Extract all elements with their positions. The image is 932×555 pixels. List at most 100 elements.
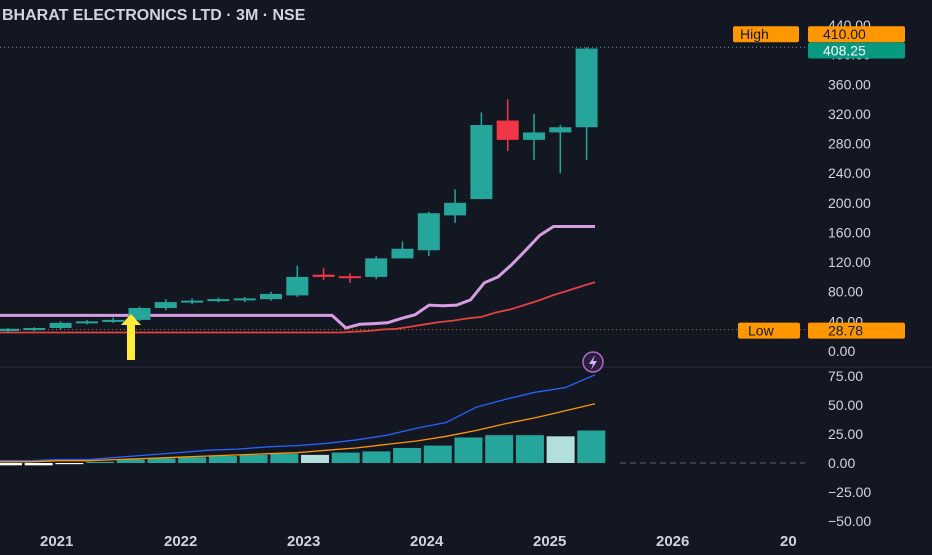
svg-text:410.00: 410.00 — [823, 26, 866, 42]
oscillator-axis-tick-label: −25.00 — [828, 484, 871, 500]
candle[interactable] — [391, 241, 414, 259]
histogram-bar[interactable] — [331, 452, 360, 463]
candle[interactable] — [286, 265, 309, 297]
candle-body — [23, 328, 46, 331]
candle[interactable] — [312, 268, 335, 280]
histogram-bar[interactable] — [423, 445, 452, 463]
candle[interactable] — [549, 125, 572, 174]
candle-body — [75, 321, 98, 324]
candle-body — [128, 308, 151, 320]
candle[interactable] — [154, 299, 177, 311]
histogram-bar[interactable] — [270, 453, 299, 463]
svg-text:Low: Low — [748, 323, 775, 339]
candle-body — [444, 202, 467, 216]
histogram-bar[interactable] — [546, 436, 575, 463]
candle[interactable] — [49, 321, 72, 330]
candle-body — [312, 274, 335, 277]
histogram-bar[interactable] — [362, 451, 391, 463]
candle-body — [0, 328, 19, 331]
candle[interactable] — [260, 291, 282, 301]
histogram-bar[interactable] — [485, 435, 514, 463]
candle-body — [260, 293, 282, 300]
indicator-lines — [0, 374, 596, 463]
lightning-icon[interactable] — [582, 351, 604, 373]
histogram-bar[interactable] — [86, 461, 115, 463]
time-axis-tick-label: 2026 — [656, 533, 689, 550]
candle[interactable] — [0, 328, 19, 333]
candle[interactable] — [575, 47, 598, 160]
price-axis-tick-label: 80.00 — [828, 284, 863, 300]
histogram-bar[interactable] — [55, 463, 84, 465]
histogram-bar[interactable] — [0, 463, 22, 466]
time-axis-tick-label: 2023 — [287, 533, 320, 550]
candle[interactable] — [338, 273, 361, 283]
candle[interactable] — [470, 112, 493, 200]
oscillator-axis-tick-label: 50.00 — [828, 397, 863, 413]
histogram-bar[interactable] — [24, 463, 53, 466]
price-axis-tick-label: 320.00 — [828, 106, 871, 122]
histogram-bar[interactable] — [239, 454, 268, 463]
blue-indicator-line — [0, 374, 596, 462]
candle-body — [470, 125, 493, 200]
candle-body — [391, 248, 414, 259]
time-axis-tick-label: 20 — [780, 533, 797, 550]
candle[interactable] — [207, 297, 230, 303]
candle[interactable] — [365, 256, 388, 280]
histogram-bar[interactable] — [147, 458, 176, 463]
candle-body — [549, 127, 572, 133]
candle[interactable] — [128, 306, 151, 322]
oscillator-axis-tick-label: 0.00 — [828, 455, 855, 471]
svg-text:High: High — [740, 26, 769, 42]
oscillator-axis-tick-label: 75.00 — [828, 368, 863, 384]
price-axis-tick-label: 160.00 — [828, 224, 871, 240]
overlay-lines — [0, 225, 596, 334]
price-axis-tick-label: 240.00 — [828, 165, 871, 181]
histogram-bar[interactable] — [393, 447, 422, 463]
time-axis-tick-label: 2025 — [533, 533, 566, 550]
candle[interactable] — [23, 327, 46, 331]
histogram-bar[interactable] — [116, 459, 145, 463]
candle-body — [102, 319, 125, 322]
price-axis-tick-label: 360.00 — [828, 76, 871, 92]
purple-trend-line — [0, 225, 595, 330]
candles[interactable] — [0, 47, 598, 333]
candle-body — [233, 298, 256, 301]
candle[interactable] — [417, 211, 440, 257]
candle[interactable] — [102, 317, 125, 323]
candle[interactable] — [496, 99, 519, 151]
red-moving-average-line — [0, 281, 596, 334]
candle-body — [575, 48, 598, 128]
histogram-bar[interactable] — [454, 437, 483, 463]
up-arrow-icon — [121, 314, 141, 360]
oscillator-axis-tick-label: 25.00 — [828, 426, 863, 442]
reference-lines — [0, 46, 805, 464]
candle[interactable] — [233, 296, 256, 303]
candle[interactable] — [75, 319, 98, 325]
candle-body — [365, 258, 388, 277]
low-price-label: Low 28.78 — [738, 322, 905, 339]
high-price-label: High 410.00 — [733, 26, 905, 43]
chart-title: BHARAT ELECTRONICS LTD · 3M · NSE — [2, 7, 306, 24]
candle-body — [338, 276, 361, 279]
histogram-bar[interactable] — [515, 435, 544, 463]
histogram-bar[interactable] — [208, 456, 237, 463]
price-axis-tick-label: 0.00 — [828, 343, 855, 359]
orange-indicator-line — [0, 403, 596, 463]
price-axis-tick-label: 200.00 — [828, 195, 871, 211]
candle[interactable] — [181, 298, 204, 305]
histogram-bars[interactable] — [0, 430, 606, 466]
histogram-bar[interactable] — [301, 454, 329, 463]
histogram-bar[interactable] — [178, 457, 207, 463]
candle-body — [286, 276, 309, 296]
oscillator-axis-tick-label: −50.00 — [828, 513, 871, 529]
price-axis-tick-label: 280.00 — [828, 136, 871, 152]
candle[interactable] — [444, 189, 467, 223]
candle-body — [181, 300, 204, 303]
candle-body — [207, 299, 230, 302]
candle[interactable] — [523, 113, 545, 160]
histogram-bar[interactable] — [577, 430, 606, 463]
